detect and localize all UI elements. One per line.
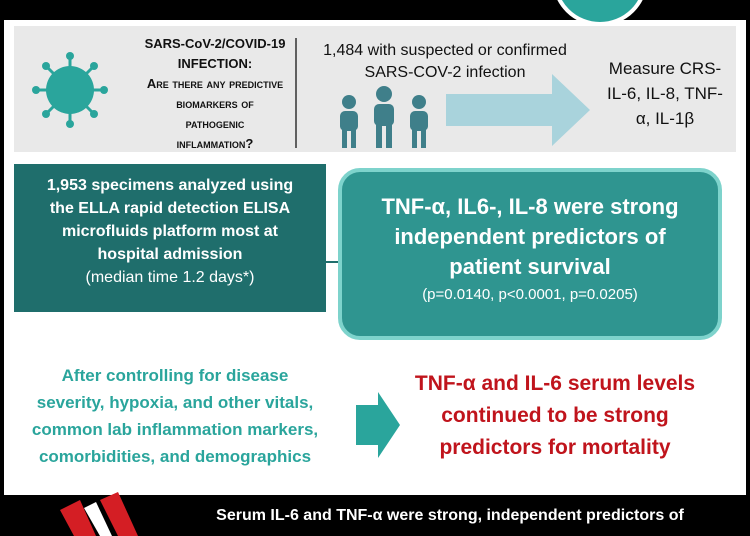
adjustment-text: severity, hypoxia, and other vitals,: [36, 393, 314, 412]
conclusion: TNF-α and IL-6 serum levels continued to…: [400, 368, 710, 464]
measure-text: Measure CRS-: [608, 59, 722, 78]
specimens-text: the ELLA rapid detection ELISA: [49, 200, 291, 217]
adjustment-text: comorbidities, and demographics: [38, 447, 312, 466]
finding-text: independent predictors of: [394, 224, 666, 249]
specimens-note: (median time 1.2 days*): [85, 269, 255, 286]
measure-text: α, IL-1β: [635, 109, 695, 128]
finding-box: TNF-α, IL6-, IL-8 were strong independen…: [338, 168, 722, 340]
question-text: Are there any predictive: [146, 76, 284, 91]
icons: [32, 38, 590, 148]
question-text: inflammation?: [176, 136, 254, 151]
specimens-text: 1,953 specimens analyzed using: [46, 177, 294, 194]
cohort-text: 1,484 with suspected or confirmed: [323, 42, 567, 59]
measure: Measure CRS- IL-6, IL-8, TNF- α, IL-1β: [590, 56, 740, 131]
question-text: biomarkers of: [176, 96, 254, 111]
adjustment-text: After controlling for disease: [61, 366, 289, 385]
conclusion-text: TNF-α and IL-6 serum levels: [414, 372, 696, 395]
finding-text: TNF-α, IL6-, IL-8 were strong: [381, 194, 679, 219]
question: SARS-CoV-2/COVID-19 INFECTION: Are there…: [115, 34, 315, 154]
specimens-text: microfluids platform most at: [61, 223, 279, 240]
question-heading: INFECTION:: [177, 56, 253, 71]
conclusion-text: predictors for mortality: [439, 436, 671, 459]
finding-pvalues: (p=0.0140, p<0.0001, p=0.0205): [422, 286, 638, 303]
specimens-box: 1,953 specimens analyzed using the ELLA …: [14, 164, 326, 312]
adjustment: After controlling for disease severity, …: [10, 362, 340, 470]
cohort: 1,484 with suspected or confirmed SARS-C…: [300, 40, 590, 84]
cohort-text: SARS-COV-2 infection: [364, 64, 526, 81]
question-text: pathogenic: [185, 116, 245, 131]
finding-text: patient survival: [449, 254, 611, 279]
footer-text: Serum IL-6 and TNF-α were strong, indepe…: [216, 507, 684, 524]
adjustment-text: common lab inflammation markers,: [31, 420, 319, 439]
measure-text: IL-6, IL-8, TNF-: [607, 84, 723, 103]
conclusion-text: continued to be strong: [441, 404, 669, 427]
question-heading: SARS-CoV-2/COVID-19: [144, 36, 286, 51]
intro-panel: [14, 26, 736, 152]
specimens-text: hospital admission: [97, 246, 243, 263]
